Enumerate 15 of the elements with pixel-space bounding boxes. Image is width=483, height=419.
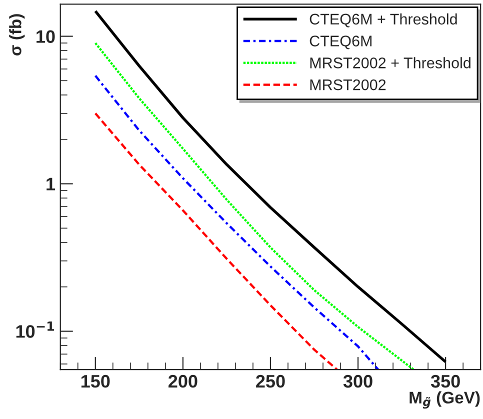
y-tick-label: 10 [36, 30, 55, 43]
x-tick-label: 200 [168, 374, 198, 388]
x-tick-label: 250 [256, 374, 285, 388]
legend-label: MRST2002 [310, 79, 386, 90]
x-tick-label: 300 [343, 374, 372, 388]
x-tick-label: 350 [430, 374, 460, 388]
line-series [94, 112, 338, 370]
y-tick-label: 10$^{−1}$ [16, 322, 54, 338]
x-axis-title: M$_{g̃}$ (GeV) [410, 391, 480, 409]
legend-label: MRST2002 + Threshold [310, 57, 470, 68]
y-axis-title: σ (fb) [9, 14, 25, 56]
y-tick-label: 1 [46, 178, 56, 190]
legend-label: CTEQ6M [310, 36, 372, 50]
x-tick-label: 150 [81, 374, 110, 388]
legend-label: CTEQ6M + Threshold [310, 13, 457, 28]
